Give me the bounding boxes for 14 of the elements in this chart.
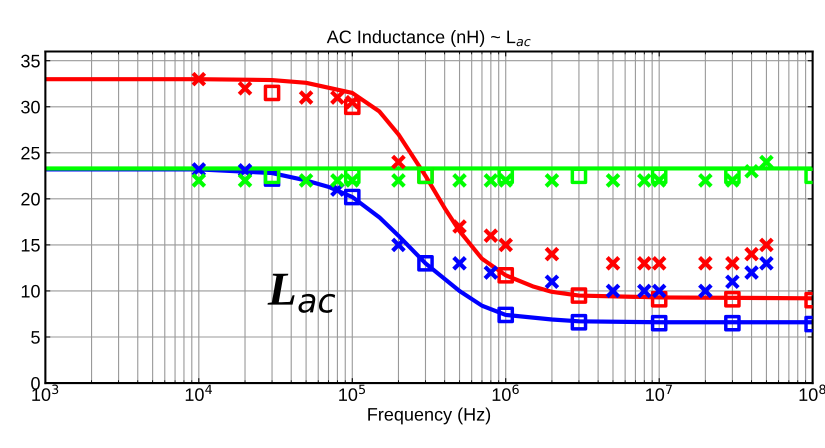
x-tick-label: 10$^{4}$ [186, 384, 212, 402]
y-tick-label: 35 [21, 54, 40, 68]
y-tick-label: 25 [21, 146, 40, 160]
y-tick-label: 20 [21, 192, 40, 206]
y-tick-label: 15 [22, 239, 40, 252]
chart-title: AC Inductance (nH) ~ L$_{ac}$ [326, 30, 531, 47]
y-tick-label: 30 [21, 100, 40, 114]
x-tick-label: 10$^{5}$ [339, 384, 366, 402]
x-tick-label: 10$^{6}$ [492, 384, 519, 402]
y-tick-label: 10 [22, 284, 40, 298]
x-axis-title: Frequency (Hz) [368, 408, 490, 424]
x-tick-label: 10$^{7}$ [646, 384, 672, 402]
annotation: L$_{ac}$ [268, 274, 336, 313]
y-tick-label: 5 [31, 331, 40, 344]
